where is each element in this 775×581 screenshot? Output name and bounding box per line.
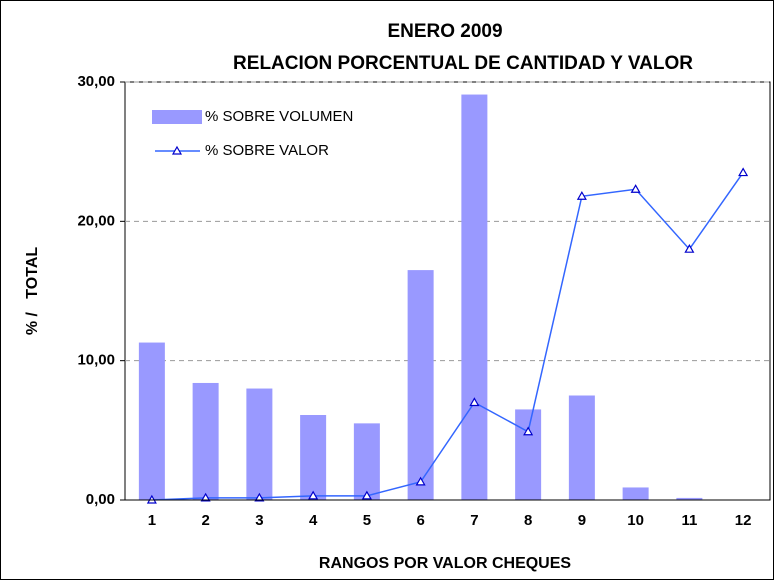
marker — [630, 184, 641, 193]
x-tick-label: 8 — [524, 512, 532, 529]
bar — [461, 94, 488, 500]
marker — [469, 397, 480, 407]
bar — [353, 423, 380, 500]
chart-title: ENERO 2009 — [387, 21, 502, 42]
y-tick-label: 0,00 — [86, 491, 115, 508]
marker — [576, 191, 587, 200]
legend-label: % SOBRE VALOR — [205, 142, 329, 159]
x-tick-label: 9 — [578, 512, 586, 529]
marker — [738, 167, 749, 177]
legend-label: % SOBRE VOLUMEN — [205, 108, 353, 125]
y-tick-label: 20,00 — [77, 212, 115, 229]
marker — [361, 490, 372, 500]
x-tick-label: 5 — [363, 512, 371, 529]
line — [151, 172, 744, 501]
marker — [308, 490, 319, 500]
x-tick-label: 6 — [416, 512, 424, 529]
marker — [684, 243, 695, 253]
x-tick-label: 7 — [470, 512, 478, 529]
bar — [246, 388, 273, 500]
bar — [568, 395, 595, 500]
x-tick-label: 12 — [735, 512, 752, 529]
marker — [200, 492, 211, 502]
bar — [192, 382, 219, 500]
x-tick-label: 1 — [148, 512, 156, 529]
bar — [622, 487, 649, 500]
x-tick-label: 3 — [255, 512, 263, 529]
x-axis-label: RANGOS POR VALOR CHEQUES — [319, 555, 572, 572]
bar — [138, 342, 165, 500]
plot-area — [124, 81, 771, 501]
bar — [300, 415, 327, 500]
y-tick-label: 30,00 — [77, 73, 115, 90]
x-tick-label: 11 — [681, 512, 697, 529]
marker — [523, 426, 534, 436]
y-axis-label: % / TOTAL — [24, 247, 41, 336]
y-tick-label: 10,00 — [77, 352, 115, 369]
marker — [254, 492, 265, 502]
bar — [676, 497, 703, 500]
bar — [515, 409, 542, 500]
chart-subtitle: RELACION PORCENTUAL DE CANTIDAD Y VALOR — [233, 53, 693, 74]
bar — [407, 270, 434, 500]
marker — [415, 476, 426, 486]
x-tick-label: 2 — [201, 512, 209, 529]
legend-marker — [171, 145, 183, 155]
x-tick-label: 10 — [627, 512, 644, 529]
x-tick-label: 4 — [309, 512, 318, 529]
legend-swatch — [152, 110, 202, 124]
